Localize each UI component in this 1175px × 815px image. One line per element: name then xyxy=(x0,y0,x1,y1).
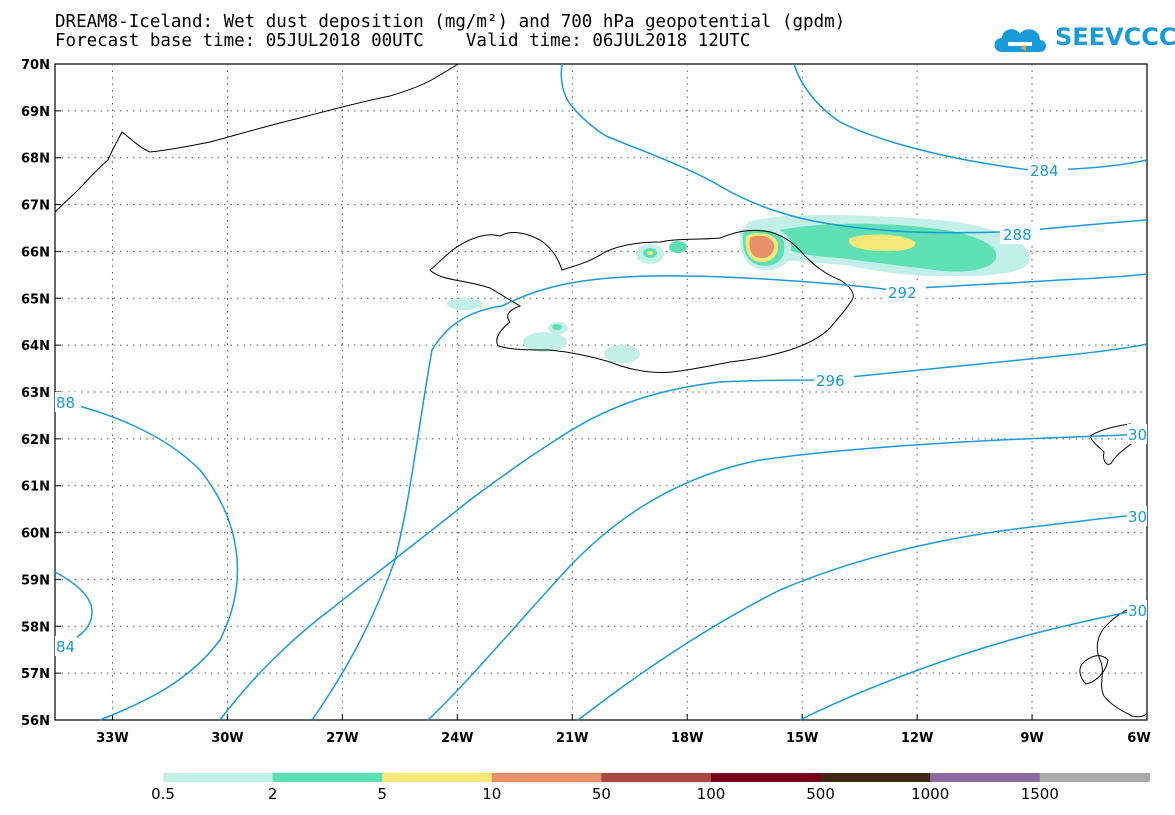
contour-292 xyxy=(501,273,1148,307)
legend-swatch xyxy=(163,773,274,782)
dust-spot-southwest xyxy=(523,332,567,352)
coast-hebrides xyxy=(1079,655,1109,685)
lat-label: 58N xyxy=(21,620,50,635)
lat-label: 59N xyxy=(21,573,50,588)
dust-area-10 xyxy=(749,235,775,259)
contour-label-84: 84 xyxy=(56,638,75,656)
legend-swatch xyxy=(601,773,712,782)
legend-swatch xyxy=(1039,773,1150,782)
lat-label: 56N xyxy=(21,714,50,729)
contour-label-30-a: 30 xyxy=(1128,426,1147,444)
lon-label: 24W xyxy=(441,731,473,746)
lat-label: 67N xyxy=(21,199,50,214)
lon-label: 30W xyxy=(211,731,243,746)
contour-label-288: 288 xyxy=(1003,226,1032,244)
coast-scotland xyxy=(1096,599,1148,718)
legend-label: 1500 xyxy=(1021,785,1059,803)
dust-spot-southwest-core xyxy=(552,324,562,330)
contour-284-a xyxy=(560,63,1148,234)
map-subtitle: Forecast base time: 05JUL2018 00UTC Vali… xyxy=(55,31,751,51)
dust-spot-north-1-hot xyxy=(647,251,653,255)
contour-south-b xyxy=(799,607,1148,721)
coast-iceland xyxy=(429,229,854,373)
lat-label: 70N xyxy=(21,58,50,73)
contour-label-296: 296 xyxy=(816,372,845,390)
legend-label: 5 xyxy=(377,785,387,803)
contour-labels: 284 288 292 296 88 84 30 30 30 xyxy=(55,160,1147,656)
lat-label: 68N xyxy=(21,152,50,167)
lat-label: 69N xyxy=(21,105,50,120)
lon-label: 6W xyxy=(1127,731,1150,746)
contour-296 xyxy=(555,343,1148,441)
axis-labels: 33W 30W 27W 24W 21W 18W 15W 12W 9W 6W 70N 69N 68N 67N… xyxy=(21,58,1151,746)
legend-swatch xyxy=(491,773,602,782)
legend-label: 10 xyxy=(482,785,501,803)
geopotential-contours xyxy=(54,63,1148,721)
lat-label: 66N xyxy=(21,245,50,260)
map-title: DREAM8-Iceland: Wet dust deposition (mg/… xyxy=(55,12,846,32)
color-legend: 0.5 2 5 10 50 100 500 1000 1500 xyxy=(151,773,1150,803)
legend-swatch xyxy=(711,773,822,782)
legend-label: 50 xyxy=(592,785,611,803)
legend-label: 2 xyxy=(268,785,278,803)
lon-label: 15W xyxy=(786,731,818,746)
lon-label: 27W xyxy=(326,731,358,746)
lon-label: 12W xyxy=(901,731,933,746)
contour-label-284: 284 xyxy=(1030,162,1059,180)
dust-spot-south xyxy=(604,345,640,363)
lat-label: 63N xyxy=(21,386,50,401)
legend-swatch xyxy=(820,773,931,782)
legend-swatch xyxy=(930,773,1041,782)
contour-label-30-b: 30 xyxy=(1128,508,1147,526)
lon-label: 33W xyxy=(96,731,128,746)
lat-label: 65N xyxy=(21,292,50,307)
lon-label: 21W xyxy=(556,731,588,746)
coastlines xyxy=(54,63,1148,718)
dust-area-5 xyxy=(849,234,916,252)
lat-label: 60N xyxy=(21,527,50,542)
legend-label: 500 xyxy=(806,785,835,803)
contour-south-a xyxy=(577,513,1148,721)
legend-label: 100 xyxy=(697,785,726,803)
lat-label: 62N xyxy=(21,433,50,448)
lat-label: 57N xyxy=(21,667,50,682)
contour-label-292: 292 xyxy=(888,284,917,302)
dust-spot-north-2 xyxy=(669,241,687,253)
logo-text: SEEVCCC xyxy=(1055,23,1175,51)
contour-label-30-c: 30 xyxy=(1128,602,1147,620)
legend-label: 1000 xyxy=(911,785,949,803)
coast-greenland xyxy=(54,63,459,213)
dust-shading xyxy=(447,215,1030,363)
contour-west-c xyxy=(219,439,557,721)
contour-west-b xyxy=(311,305,503,721)
contour-west-a xyxy=(427,433,1148,721)
legend-label: 0.5 xyxy=(151,785,175,803)
legend-swatch xyxy=(382,773,493,782)
cloud-logo-icon xyxy=(994,29,1046,52)
lon-label: 9W xyxy=(1020,731,1043,746)
contour-88 xyxy=(54,399,239,721)
lat-label: 64N xyxy=(21,339,50,354)
coast-faroes xyxy=(1089,423,1141,465)
lat-label: 61N xyxy=(21,480,50,495)
contour-label-88: 88 xyxy=(56,394,75,412)
contour-284-b xyxy=(793,63,1148,171)
dust-spot-west xyxy=(447,298,483,310)
legend-swatch xyxy=(272,773,383,782)
lon-label: 18W xyxy=(671,731,703,746)
